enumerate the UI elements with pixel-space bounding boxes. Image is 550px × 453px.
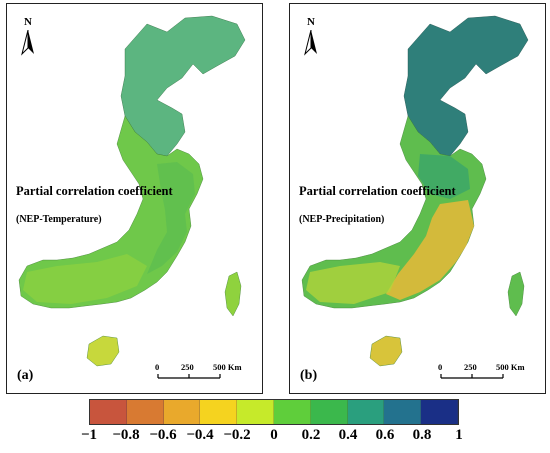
legend-swatch xyxy=(421,400,458,424)
legend-tick-label: −0.2 xyxy=(223,427,251,443)
bohai-sea xyxy=(460,84,484,110)
north-arrow-icon xyxy=(21,30,34,56)
legend-swatch xyxy=(384,400,422,424)
china-east-map xyxy=(18,15,246,367)
scale-label-250: 250 xyxy=(464,362,477,372)
map-island-hainan xyxy=(86,335,120,367)
scale-label-500: 500 Km xyxy=(496,362,525,372)
map-island-hainan xyxy=(369,335,403,367)
map-region-north xyxy=(120,15,246,157)
legend-labels: −1 −0.8 −0.6 −0.4 −0.2 0 0.2 0.4 0.6 0.8 1 xyxy=(81,427,463,449)
panel-subtitle: (NEP-Precipitation) xyxy=(299,214,385,225)
scale-label-0: 0 xyxy=(155,362,160,372)
panel-title: Partial correlation coefficient xyxy=(299,184,456,198)
map-island-taiwan xyxy=(507,271,525,317)
north-label: N xyxy=(24,16,32,28)
legend-tick-label: 1 xyxy=(455,427,463,443)
map-region-south xyxy=(386,200,474,300)
map-region-southwest xyxy=(306,262,400,304)
legend-swatch xyxy=(90,400,127,424)
map-panel-temperature: N Partial correlation coefficient (NEP-T… xyxy=(6,3,263,394)
legend-tick-label: −0.8 xyxy=(112,427,140,443)
legend-swatch xyxy=(163,400,201,424)
scale-label-250: 250 xyxy=(181,362,194,372)
panel-letter: (a) xyxy=(17,368,34,383)
color-legend: −1 −0.8 −0.6 −0.4 −0.2 0 0.2 0.4 0.6 0.8 1 xyxy=(81,399,463,453)
legend-swatch xyxy=(310,400,348,424)
legend-swatch xyxy=(237,400,274,424)
map-region-south xyxy=(23,254,147,304)
legend-swatch xyxy=(273,400,311,424)
legend-tick-label: 0.6 xyxy=(375,427,395,443)
legend-tick-label: 0 xyxy=(270,427,278,443)
legend-tick-label: −0.6 xyxy=(149,427,177,443)
legend-swatch xyxy=(347,400,385,424)
legend-tick-label: 0.2 xyxy=(301,427,321,443)
legend-tick-label: 0.4 xyxy=(338,427,358,443)
scale-bar-line xyxy=(157,374,221,379)
bohai-sea xyxy=(177,84,201,110)
legend-tick-label: 0.8 xyxy=(412,427,432,443)
legend-swatch xyxy=(126,400,164,424)
scale-bar: 0 250 500 Km xyxy=(438,362,540,388)
panel-title: Partial correlation coefficient xyxy=(16,184,173,198)
panel-subtitle: (NEP-Temperature) xyxy=(16,214,102,225)
scale-label-0: 0 xyxy=(438,362,443,372)
panel-letter: (b) xyxy=(300,368,318,383)
scale-label-500: 500 Km xyxy=(213,362,242,372)
scale-bar-line xyxy=(440,374,504,379)
legend-color-bar xyxy=(89,399,459,425)
map-region-north xyxy=(403,15,529,157)
north-arrow: N xyxy=(302,16,324,60)
map-region-coast xyxy=(147,162,195,274)
north-arrow: N xyxy=(19,16,41,60)
china-east-map xyxy=(301,15,529,367)
north-label: N xyxy=(307,16,315,28)
north-arrow-icon xyxy=(304,30,317,56)
legend-swatch xyxy=(200,400,238,424)
legend-tick-label: −0.4 xyxy=(186,427,214,443)
scale-bar: 0 250 500 Km xyxy=(155,362,257,388)
map-region-coast xyxy=(418,154,470,199)
map-panel-precipitation: N Partial correlation coefficient (NEP-P… xyxy=(289,3,546,394)
map-island-taiwan xyxy=(224,271,242,317)
legend-tick-label: −1 xyxy=(80,427,98,443)
